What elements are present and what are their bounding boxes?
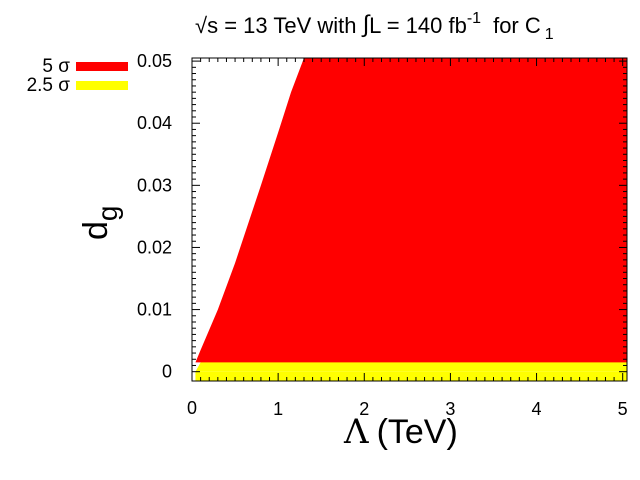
region-2p5sigma-base: [195, 371, 627, 381]
x-axis-symbol: Λ: [343, 412, 369, 452]
y-axis-subscript: g: [92, 206, 123, 222]
x-tick-label: 1: [273, 399, 283, 419]
axis-ticks: [191, 58, 627, 381]
plot-frame: [191, 57, 628, 382]
svg-text:Λ(TeV): Λ (TeV): [343, 412, 458, 452]
y-tick-label: 0.02: [137, 237, 172, 257]
tick-labels: 0 1 2 3 4 5 0 0.01 0.02 0.03 0.04 0.05: [137, 51, 628, 419]
legend-label-5sigma: 5 σ: [42, 56, 70, 77]
legend-label-2p5sigma: 2.5 σ: [27, 75, 71, 96]
title-root-symbol: √: [195, 13, 208, 38]
y-axis-label: dg: [77, 206, 123, 241]
title-for-label: for C: [493, 13, 541, 38]
x-tick-label: 5: [618, 399, 628, 419]
legend-swatch-5sigma: [76, 62, 128, 71]
x-tick-label: 3: [445, 399, 455, 419]
legend-swatch-2p5sigma: [76, 81, 128, 90]
y-tick-label: 0.04: [137, 113, 172, 133]
x-tick-label: 0: [187, 398, 197, 418]
title-coupling-subscript: 1: [545, 26, 554, 43]
svg-text:dg: dg: [77, 206, 123, 241]
y-axis-main: d: [77, 221, 115, 240]
y-tick-label: 0.05: [137, 51, 172, 71]
legend: 5 σ 2.5 σ: [27, 56, 128, 96]
y-tick-label: 0: [162, 362, 172, 382]
y-tick-label: 0.03: [137, 175, 172, 195]
y-tick-label: 0.01: [137, 300, 172, 320]
title-s-label: s = 13 TeV with: [207, 13, 363, 38]
shaded-regions: [195, 58, 627, 381]
x-tick-label: 2: [359, 399, 369, 419]
x-axis-unit: (TeV): [377, 413, 458, 451]
x-tick-label: 4: [532, 399, 542, 419]
title-lum-exponent: -1: [467, 10, 481, 27]
svg-text:√s = 13 TeV with ∫L = 140 fb-1: √s = 13 TeV with ∫L = 140 fb-1 for C1: [195, 10, 554, 43]
title-lum-label: L = 140 fb: [369, 13, 467, 38]
region-5sigma: [195, 58, 627, 363]
x-axis-label: Λ (TeV): [343, 412, 458, 452]
title-integral-symbol: ∫: [361, 11, 371, 38]
